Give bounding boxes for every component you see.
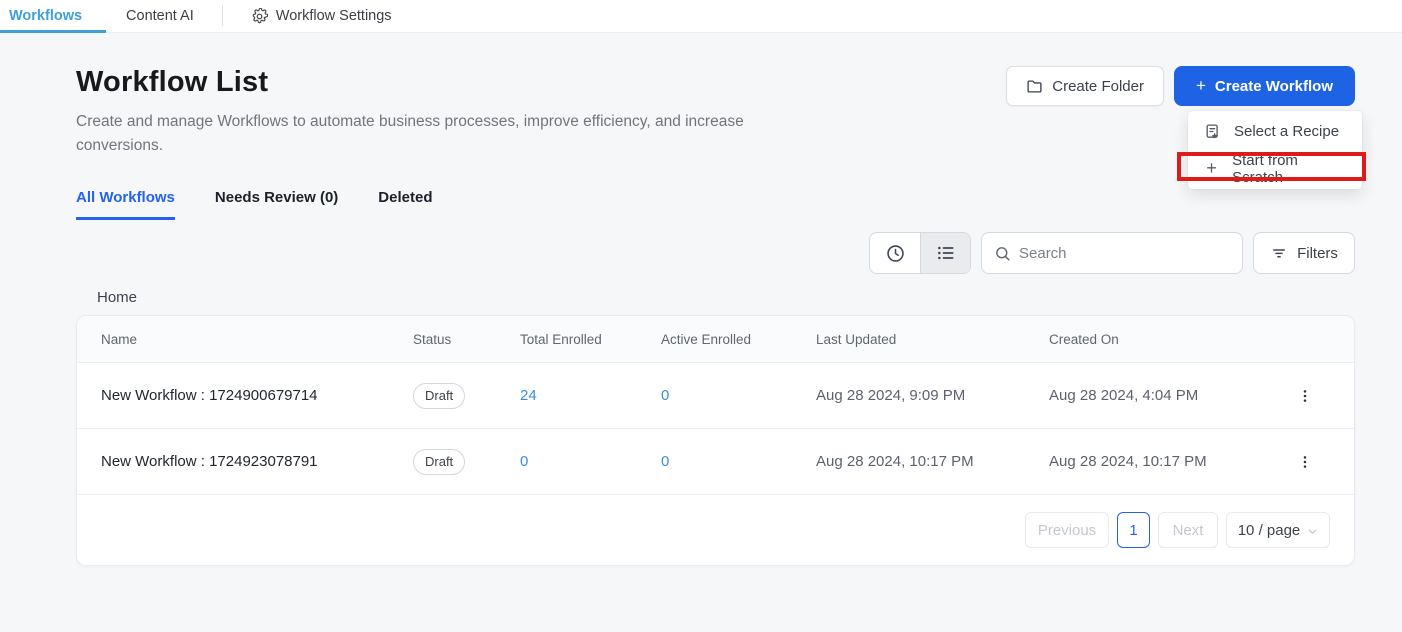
table-row: New Workflow : 1724900679714 Draft 24 0 … (77, 363, 1354, 429)
column-header-active-enrolled: Active Enrolled (661, 331, 752, 347)
chevron-down-icon (1307, 526, 1318, 537)
page-description: Create and manage Workflows to automate … (76, 113, 744, 154)
last-updated-value: Aug 28 2024, 9:09 PM (816, 387, 966, 404)
nav-divider (221, 5, 223, 26)
search-icon (994, 245, 1011, 262)
breadcrumb[interactable]: Home (97, 289, 138, 306)
status-badge: Draft (413, 382, 466, 409)
last-updated-value: Aug 28 2024, 10:17 PM (816, 453, 974, 470)
history-view-toggle[interactable] (870, 233, 920, 273)
column-header-name: Name (101, 331, 138, 347)
list-icon (936, 243, 956, 263)
previous-page-button[interactable]: Previous (1025, 512, 1109, 548)
topnav-item-workflow-settings[interactable]: Workflow Settings (231, 0, 412, 32)
table-header-row: Name Status Total Enrolled Active Enroll… (77, 316, 1354, 363)
recipe-icon (1204, 123, 1221, 140)
status-badge: Draft (413, 448, 466, 475)
plus-icon: + (1195, 76, 1206, 95)
row-actions-kebab-icon[interactable] (1291, 448, 1319, 476)
menu-item-start-from-scratch-label: Start from Scratch (1232, 151, 1298, 186)
page-header: Workflow List Create and manage Workflow… (76, 66, 1366, 189)
view-toggle (869, 232, 971, 274)
plus-icon: + (1206, 158, 1217, 178)
top-navigation: Workflows Content AI Workflow Settings (0, 0, 1402, 33)
topnav-item-workflow-settings-label: Workflow Settings (275, 8, 392, 24)
create-workflow-label: Create Workflow (1214, 77, 1333, 95)
workflow-table-card: Name Status Total Enrolled Active Enroll… (76, 315, 1355, 566)
page-header-text: Workflow List Create and manage Workflow… (76, 66, 821, 158)
filters-label: Filters (1297, 244, 1338, 262)
list-view-toggle[interactable] (920, 233, 970, 273)
menu-item-select-a-recipe-label: Select a Recipe (1234, 123, 1340, 140)
page-title: Workflow List (76, 66, 269, 98)
page-size-label: 10 / page (1237, 521, 1301, 539)
row-actions-kebab-icon[interactable] (1291, 382, 1319, 410)
create-folder-label: Create Folder (1052, 77, 1144, 95)
active-enrolled-link[interactable]: 0 (661, 387, 670, 404)
create-workflow-button[interactable]: + Create Workflow (1173, 66, 1355, 106)
current-page-button[interactable]: 1 (1117, 512, 1150, 548)
column-header-last-updated: Last Updated (816, 331, 897, 347)
gear-icon (251, 7, 268, 25)
list-toolbar: Filters (76, 232, 1355, 274)
created-on-value: Aug 28 2024, 4:04 PM (1049, 387, 1199, 404)
total-enrolled-link[interactable]: 0 (520, 453, 529, 470)
filter-lines-icon (1270, 244, 1288, 262)
tab-deleted[interactable]: Deleted (378, 189, 433, 206)
next-page-button[interactable]: Next (1158, 512, 1218, 548)
column-header-status: Status (413, 331, 452, 347)
workflow-name-link[interactable]: New Workflow : 1724923078791 (101, 453, 318, 470)
active-enrolled-link[interactable]: 0 (661, 453, 670, 470)
search-input[interactable] (1019, 244, 1230, 262)
column-header-total-enrolled: Total Enrolled (520, 331, 602, 347)
topnav-tab-workflows[interactable]: Workflows (0, 0, 107, 33)
workflow-list-tabs: All Workflows Needs Review (0) Deleted (76, 189, 1355, 220)
column-header-created-on: Created On (1049, 331, 1119, 347)
tab-needs-review[interactable]: Needs Review (0) (214, 189, 339, 206)
page-size-select[interactable]: 10 / page (1226, 512, 1330, 548)
table-row: New Workflow : 1724923078791 Draft 0 0 A… (77, 429, 1354, 495)
clock-icon (885, 243, 906, 264)
header-actions: Create Folder + Create Workflow Sel (1006, 66, 1366, 189)
filters-button[interactable]: Filters (1253, 232, 1355, 274)
menu-item-start-from-scratch[interactable]: + Start from Scratch (1188, 150, 1362, 187)
topnav-tab-content-ai-label: Content AI (126, 8, 194, 24)
create-folder-button[interactable]: Create Folder (1006, 66, 1164, 106)
tab-all-workflows[interactable]: All Workflows (76, 189, 175, 220)
pagination: Previous 1 Next 10 / page (77, 495, 1354, 565)
topnav-tab-content-ai[interactable]: Content AI (106, 0, 214, 32)
folder-icon (1026, 78, 1043, 95)
topnav-tab-workflows-label: Workflows (9, 8, 83, 24)
create-workflow-dropdown: Select a Recipe + Start from Scratch (1177, 111, 1366, 189)
created-on-value: Aug 28 2024, 10:17 PM (1049, 453, 1207, 470)
search-box (981, 232, 1243, 274)
workflow-name-link[interactable]: New Workflow : 1724900679714 (101, 387, 318, 404)
total-enrolled-link[interactable]: 24 (520, 387, 537, 404)
menu-item-select-a-recipe[interactable]: Select a Recipe (1188, 113, 1362, 150)
